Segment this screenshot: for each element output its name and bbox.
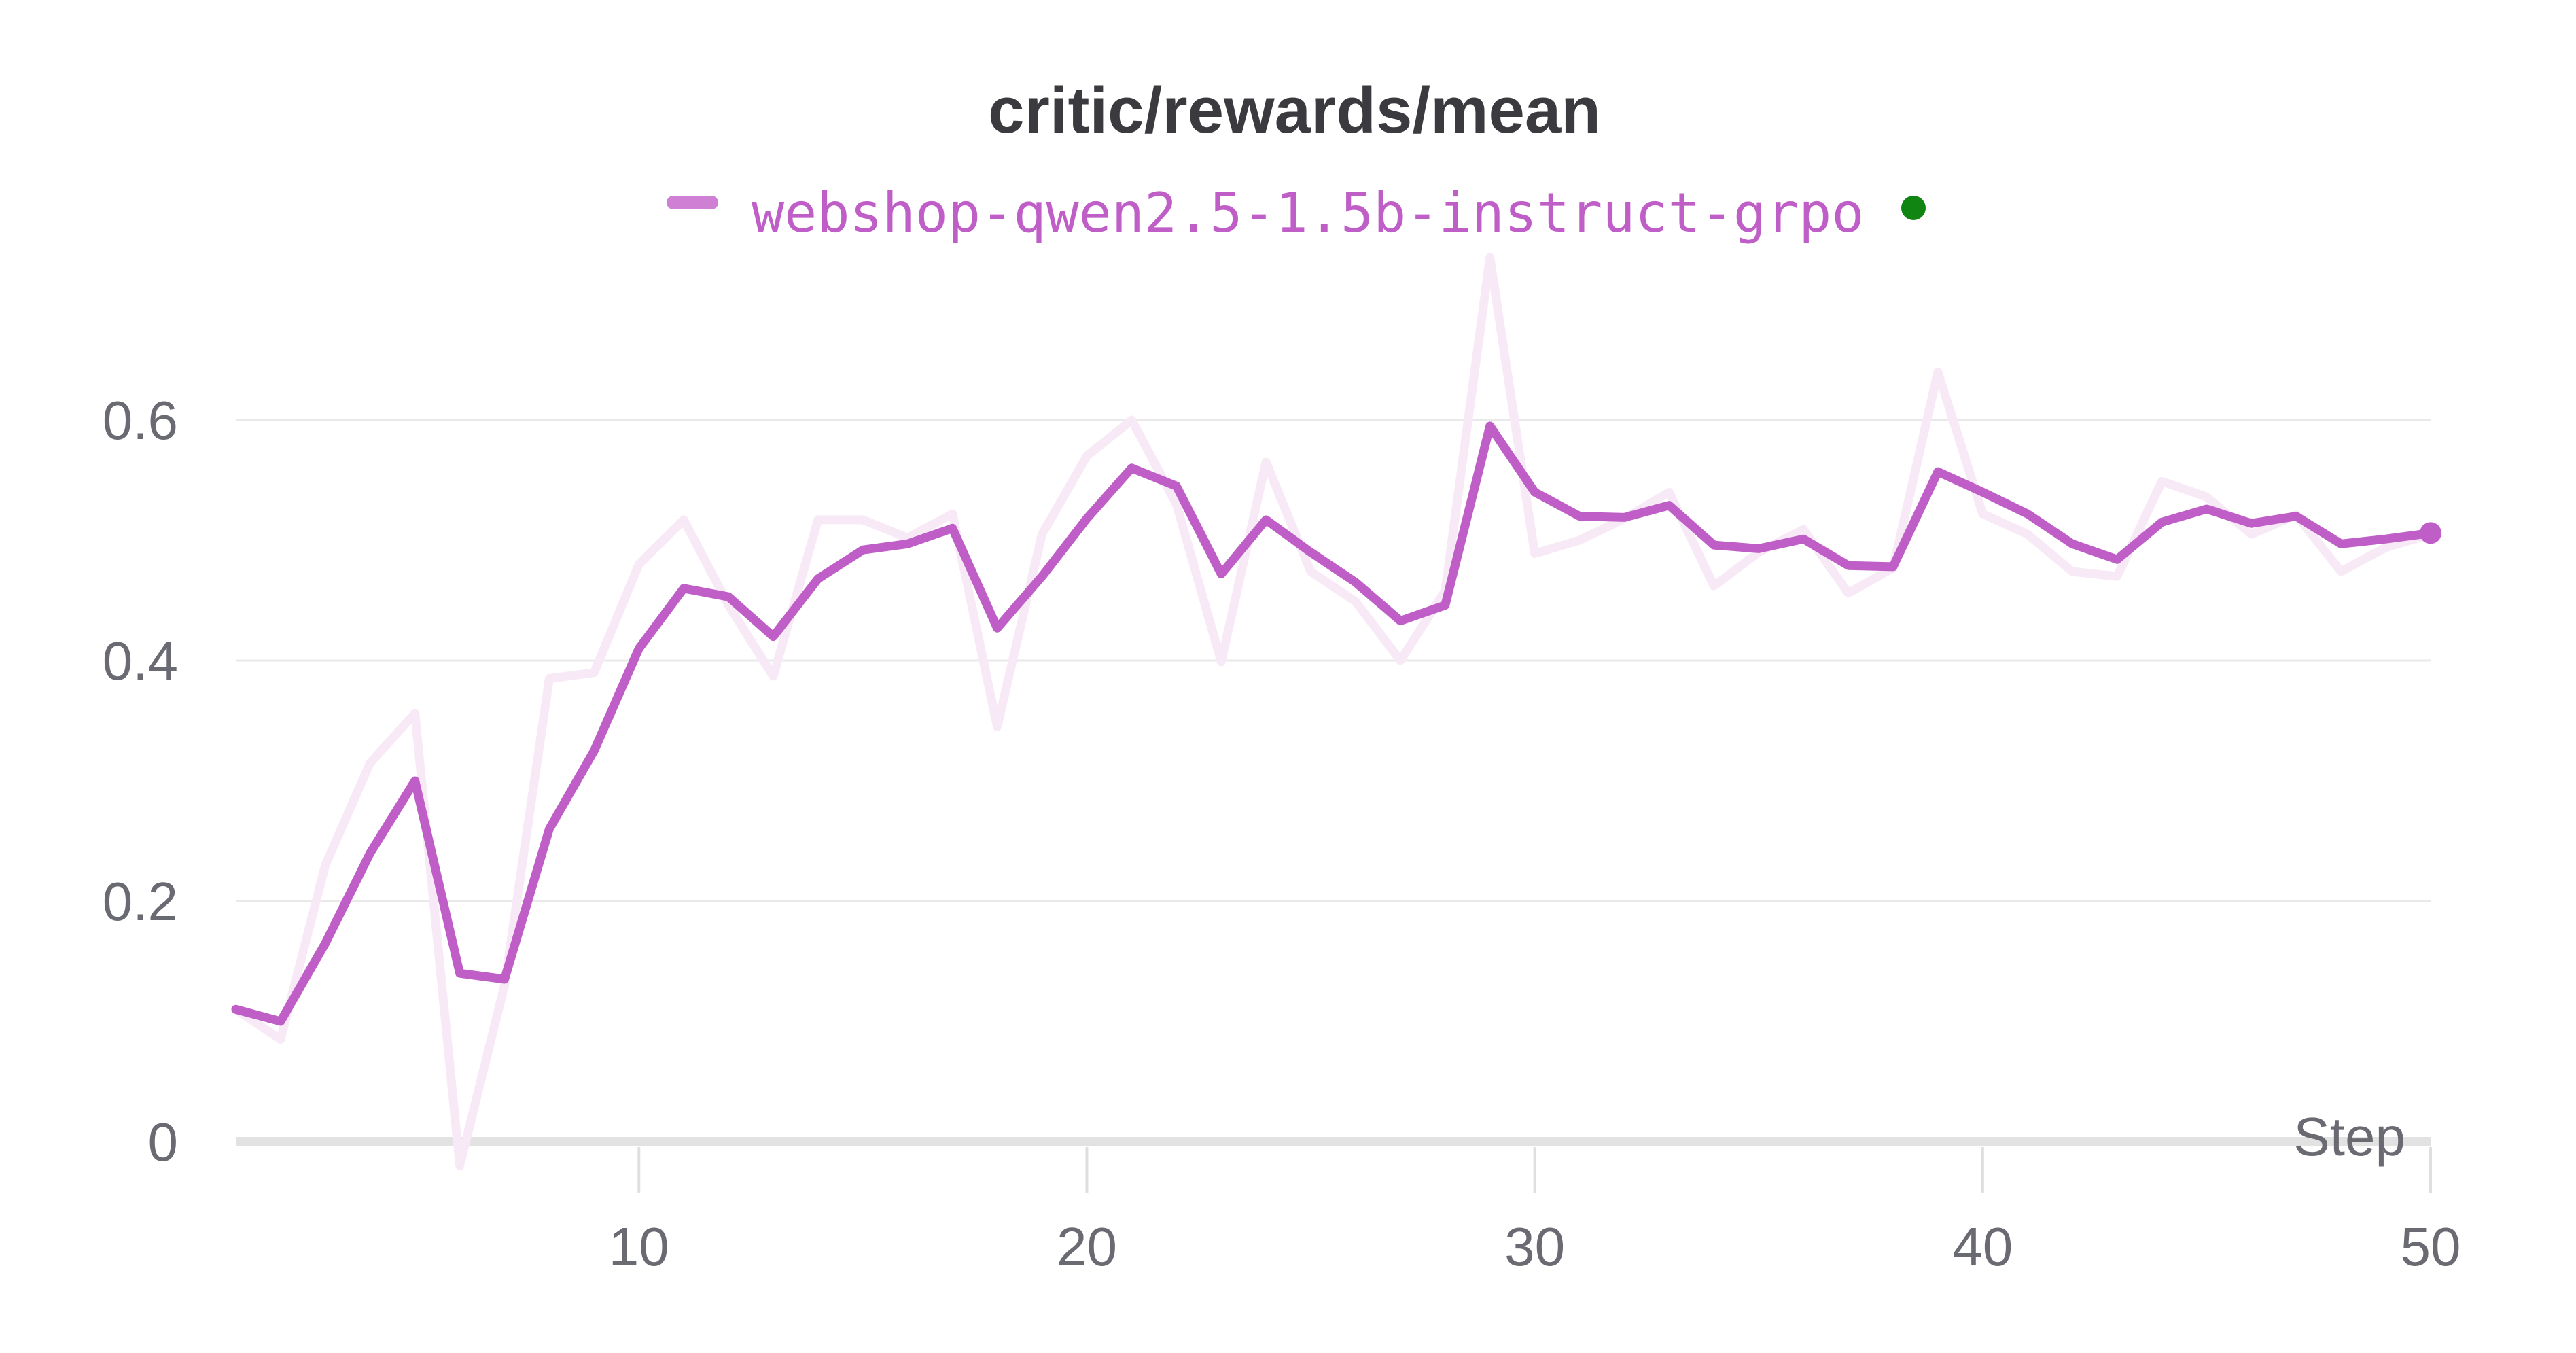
x-tick-label: 10 (609, 1216, 669, 1277)
x-axis-ticks (637, 1147, 2432, 1193)
x-axis-labels: 10 20 30 40 50 (609, 1216, 2461, 1277)
x-tick-label: 30 (1504, 1216, 1565, 1277)
legend[interactable]: webshop-qwen2.5-1.5b-instruct-grpo (667, 181, 1926, 245)
x-tick-label: 40 (1952, 1216, 2013, 1277)
latest-point-marker (2420, 522, 2441, 544)
y-tick-label: 0 (148, 1112, 179, 1172)
y-tick-label: 0.2 (103, 871, 178, 932)
legend-run-label: webshop-qwen2.5-1.5b-instruct-grpo (752, 181, 1865, 245)
legend-line-swatch (667, 196, 718, 209)
x-axis-title: Step (2293, 1106, 2405, 1167)
y-tick-label: 0.4 (103, 631, 178, 691)
x-tick-label: 20 (1057, 1216, 1117, 1277)
y-tick-label: 0.6 (103, 390, 178, 451)
smoothed-series-line (231, 421, 2435, 1026)
x-tick-label: 50 (2401, 1216, 2461, 1277)
run-status-green-dot (1901, 196, 1926, 220)
y-axis-labels: 0 0.2 0.4 0.6 (103, 390, 178, 1172)
gridlines (236, 419, 2431, 1146)
chart-title: critic/rewards/mean (988, 74, 1601, 147)
raw-series-line (231, 253, 2435, 1170)
